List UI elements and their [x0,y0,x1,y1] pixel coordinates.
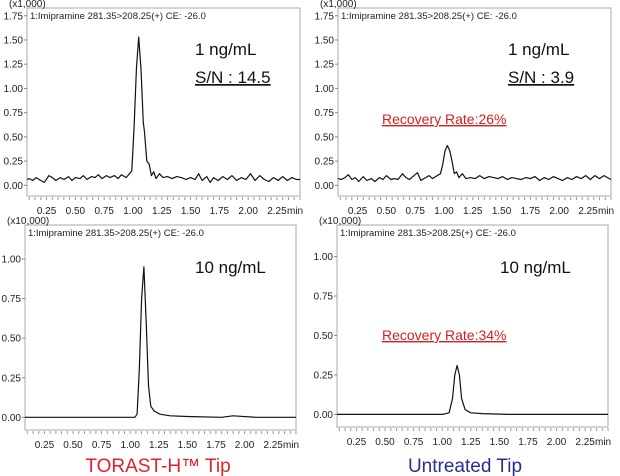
y-tick-label: 0.75 [4,108,24,119]
y-multiplier-label: (x1,000) [9,0,46,10]
chart-panel-untreated-1ng: (x1,000)1:Imipramine 281.35>208.25(+) CE… [315,0,615,217]
y-tick-label: 1.00 [314,252,334,263]
x-tick-label: 1.75 [210,206,230,217]
x-tick-label: 2.25 [267,206,287,217]
y-tick-label: 1.75 [4,11,24,22]
x-tick-label: 1.00 [123,206,143,217]
y-tick-label: 0.25 [314,370,334,381]
x-tick-label: 1.00 [434,206,454,217]
x-tick-label: 0.25 [347,437,367,448]
chromatogram-trace [26,36,300,183]
chromatogram-trace [337,364,608,415]
concentration-label: 10 ng/mL [195,258,266,277]
x-tick-label: 2.25 [575,437,595,448]
y-tick-label: 0.50 [314,331,334,342]
x-tick-label: 1.25 [461,437,481,448]
x-tick-label: 1.25 [149,440,169,451]
x-tick-label: 1.25 [463,206,483,217]
x-tick-label: 0.75 [92,440,112,451]
y-tick-label: 0.00 [315,181,335,192]
chart-panel-torast-10ng: (x10,000)1:Imipramine 281.35>208.25(+) C… [2,216,300,476]
y-tick-label: 0.00 [314,410,334,421]
trace-title: 1:Imipramine 281.35>208.25(+) CE: -26.0 [341,11,517,22]
x-tick-label: 1.50 [178,440,198,451]
y-tick-label: 1.00 [315,84,335,95]
y-tick-label: 0.50 [4,132,24,143]
x-tick-label: 0.25 [37,206,57,217]
y-tick-label: 1.00 [4,84,24,95]
y-tick-label: 1.50 [4,35,24,46]
y-tick-label: 0.25 [4,157,24,168]
y-tick-label: 0.25 [2,373,22,384]
x-tick-label: 0.50 [377,206,397,217]
concentration-label: 1 ng/mL [195,40,256,59]
panel-caption: TORAST-H™ Tip [85,456,230,476]
chromatogram-trace [25,266,296,418]
chart-panel-torast-1ng: (x1,000)1:Imipramine 281.35>208.25(+) CE… [4,0,304,217]
y-tick-label: 1.25 [4,60,24,71]
x-tick-label: 1.75 [521,206,541,217]
y-tick-label: 0.75 [2,294,22,305]
x-tick-label: 1.00 [432,437,452,448]
x-tick-label: 1.25 [152,206,172,217]
x-tick-label: 2.00 [238,206,258,217]
x-tick-label: 0.25 [35,440,55,451]
trace-title: 1:Imipramine 281.35>208.25(+) CE: -26.0 [28,228,204,239]
x-tick-label: 1.50 [490,437,510,448]
x-tick-label: 0.25 [348,206,368,217]
y-multiplier-label: (x1,000) [320,0,357,10]
x-tick-label: 2.25 [263,440,283,451]
x-axis-unit-label: min [598,206,614,217]
y-tick-label: 0.00 [4,181,24,192]
x-tick-label: 2.00 [235,440,255,451]
x-tick-label: 1.00 [120,440,140,451]
signal-to-noise-label: S/N : 3.9 [508,68,574,87]
trace-title: 1:Imipramine 281.35>208.25(+) CE: -26.0 [340,228,516,239]
signal-to-noise-label: S/N : 14.5 [195,68,271,87]
y-tick-label: 0.50 [2,334,22,345]
x-tick-label: 0.75 [94,206,114,217]
x-tick-label: 1.75 [518,437,538,448]
x-tick-label: 1.50 [181,206,201,217]
concentration-label: 10 ng/mL [500,258,571,277]
recovery-rate-label: Recovery Rate:26% [382,111,507,127]
y-tick-label: 0.50 [315,132,335,143]
x-tick-label: 0.50 [66,206,86,217]
concentration-label: 1 ng/mL [508,40,569,59]
y-multiplier-label: (x10,000) [7,216,49,227]
x-axis-unit-label: min [283,440,299,451]
x-tick-label: 0.75 [404,437,424,448]
chromatogram-trace [337,145,612,183]
panel-caption: Untreated Tip [408,456,522,476]
x-tick-label: 0.50 [63,440,83,451]
x-tick-label: 2.00 [547,437,567,448]
plot-frame [337,7,612,197]
x-tick-label: 2.25 [578,206,598,217]
y-tick-label: 0.75 [314,292,334,303]
y-multiplier-label: (x10,000) [319,216,361,227]
x-tick-label: 1.50 [492,206,512,217]
x-tick-label: 0.50 [375,437,395,448]
chart-panel-untreated-10ng: (x10,000)1:Imipramine 281.35>208.25(+) C… [314,216,612,476]
y-tick-label: 1.25 [315,60,335,71]
trace-title: 1:Imipramine 281.35>208.25(+) CE: -26.0 [30,11,206,22]
x-tick-label: 2.00 [549,206,569,217]
y-tick-label: 0.75 [315,108,335,119]
plot-frame [24,224,297,431]
x-tick-label: 1.75 [206,440,226,451]
recovery-rate-label: Recovery Rate:34% [382,327,507,343]
plot-frame [336,224,609,428]
x-axis-unit-label: min [287,206,303,217]
x-axis-unit-label: min [595,437,611,448]
y-tick-label: 0.00 [2,413,22,424]
y-tick-label: 1.00 [2,255,22,266]
plot-frame [26,7,301,197]
y-tick-label: 1.75 [315,11,335,22]
y-tick-label: 0.25 [315,157,335,168]
y-tick-label: 1.50 [315,35,335,46]
x-tick-label: 0.75 [405,206,425,217]
